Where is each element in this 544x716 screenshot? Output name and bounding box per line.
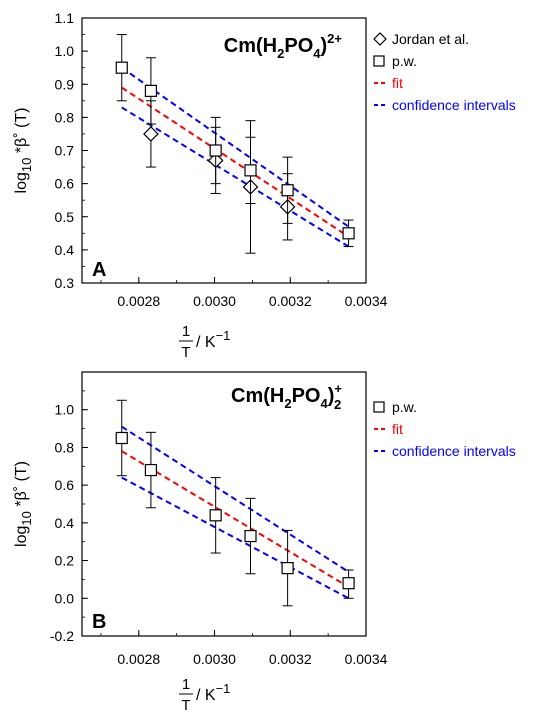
species-close: ): [328, 385, 335, 407]
data-point-square: [281, 184, 294, 197]
y-tick-label: 0.6: [55, 477, 75, 493]
data-point-square: [209, 509, 222, 522]
data-point-square: [115, 61, 128, 74]
x-tick-label: 0.0032: [269, 651, 312, 667]
x-tick-label: 0.0030: [193, 651, 236, 667]
legend-marker-square: [373, 55, 385, 67]
y-title-rest: *β˚ (T): [13, 108, 30, 158]
data-point-square: [244, 164, 257, 177]
species-label: Cm(H2PO4)2+: [224, 31, 343, 61]
data-point-square: [144, 463, 158, 477]
y-tick-label: 0.7: [55, 143, 75, 159]
y-title-sub: 10: [19, 511, 34, 525]
x-tick-label: 0.0034: [345, 293, 388, 309]
legend-label: p.w.: [392, 53, 417, 69]
y-tick-label: 1.0: [55, 402, 75, 418]
plot-frame: [81, 17, 367, 284]
panel-letter: A: [92, 259, 106, 281]
y-tick-label: 0.8: [55, 109, 75, 125]
plot-frame: [81, 371, 367, 637]
legend-marker-diamond: [373, 32, 387, 46]
data-point-square: [209, 144, 222, 157]
y-axis-title: log10 *β˚ (T): [13, 461, 34, 547]
y-tick-label: -0.2: [50, 628, 74, 644]
x-tick-label: 0.0030: [193, 293, 236, 309]
x-tick-label: 0.0028: [117, 651, 160, 667]
x-tick-label: 0.0034: [345, 651, 388, 667]
species-sub1: 2: [277, 46, 284, 61]
y-tick-label: 0.2: [55, 553, 75, 569]
y-tick-label: 0.3: [55, 275, 75, 291]
legend-label-confidence: confidence intervals: [392, 97, 516, 113]
fit-line: [121, 86, 350, 238]
data-point-square: [281, 562, 294, 575]
x-title-denominator: T: [181, 697, 190, 714]
species-sub2: 4: [321, 396, 329, 411]
x-title-denominator: T: [181, 344, 190, 361]
y-title-log: log: [13, 526, 30, 547]
y-tick-label: 0.4: [55, 242, 75, 258]
x-tick-label: 0.0028: [117, 293, 160, 309]
species-base: Cm(H: [231, 385, 284, 407]
species-close: ): [321, 35, 328, 57]
chart-panel-a: 0.0028 0.0030 0.0032 0.0034 0.3 0.4 0.5 0.6 0.7 0…: [13, 10, 516, 361]
x-title-numerator: 1: [182, 676, 190, 693]
y-tick-label: 1.1: [55, 10, 75, 26]
species-mid: PO: [292, 385, 321, 407]
y-title-sub: 10: [19, 158, 34, 172]
species-base: Cm(H: [224, 35, 277, 57]
legend-label-fit: fit: [392, 421, 403, 437]
confidence-upper-line: [121, 425, 350, 573]
legend-label-fit: fit: [392, 75, 403, 91]
x-tick-label: 0.0032: [269, 293, 312, 309]
legend-label: Jordan et al.: [392, 31, 469, 47]
y-title-log: log: [13, 172, 30, 193]
y-tick-label: 0.6: [55, 176, 75, 192]
species-mid: PO: [284, 35, 313, 57]
x-axis-title: / K−1: [196, 681, 230, 704]
confidence-lower-line: [121, 106, 350, 248]
data-point-square: [115, 431, 128, 445]
species-sub2: 4: [313, 46, 321, 61]
species-sup: 2+: [327, 31, 342, 46]
y-tick-label: 0.0: [55, 590, 75, 606]
data-point-square: [342, 577, 355, 590]
legend-marker-square: [373, 401, 385, 413]
x-title-unit: / K: [196, 334, 216, 351]
x-title-numerator: 1: [182, 323, 190, 340]
chart-panel-b: 0.0028 0.0030 0.0032 0.0034 -0.2 0.0 0.2 0.4 0.6…: [13, 371, 516, 714]
y-tick-label: 0.5: [55, 209, 75, 225]
confidence-upper-line: [121, 66, 350, 228]
data-point-square: [244, 529, 257, 543]
y-tick-label: 0.8: [55, 439, 75, 455]
data-point-square: [144, 84, 158, 97]
y-tick-label: 0.4: [55, 515, 75, 531]
confidence-lower-line: [121, 476, 350, 600]
y-axis-title: log10 *β˚ (T): [13, 108, 34, 194]
species-sup: +: [334, 381, 342, 396]
fit-line: [121, 450, 350, 588]
species-sub1: 2: [284, 396, 291, 411]
x-title-sup: −1: [216, 681, 231, 696]
y-tick-label: 1.0: [55, 43, 75, 59]
legend-label: p.w.: [392, 399, 417, 415]
x-axis-title: / K−1: [196, 328, 230, 351]
y-title-rest: *β˚ (T): [13, 461, 30, 511]
y-tick-label: 0.9: [55, 76, 75, 92]
panel-letter: B: [92, 611, 106, 633]
data-point-square: [342, 227, 355, 240]
species-label: Cm(H2PO4)+ 2: [231, 381, 342, 412]
data-point-diamond: [143, 126, 159, 142]
legend-label-confidence: confidence intervals: [392, 443, 516, 459]
x-title-sup: −1: [216, 328, 231, 343]
x-title-unit: / K: [196, 687, 216, 704]
species-sub3: 2: [334, 397, 341, 412]
